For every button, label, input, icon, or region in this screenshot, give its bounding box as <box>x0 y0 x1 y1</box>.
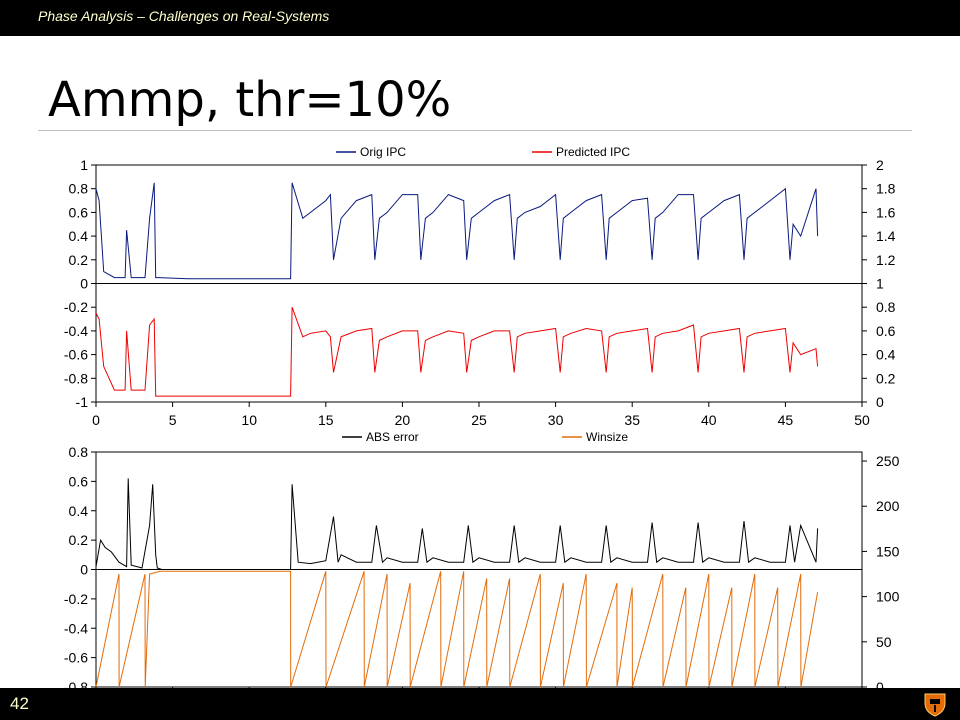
y-right-tick-label: 0 <box>876 394 884 410</box>
y-left-tick-label: 0.4 <box>69 503 89 519</box>
x-tick-label: 5 <box>169 412 177 428</box>
y-right-tick-label: 150 <box>876 543 900 559</box>
x-tick-label: 20 <box>395 412 411 428</box>
x-tick-label: 25 <box>471 412 487 428</box>
x-tick-label: 35 <box>624 412 640 428</box>
y-right-tick-label: 100 <box>876 589 900 605</box>
y-left-tick-label: 0.2 <box>69 532 89 548</box>
y-left-tick-label: 0.8 <box>69 444 89 460</box>
y-left-tick-label: -0.8 <box>64 370 88 386</box>
y-left-tick-label: 0.6 <box>69 204 89 220</box>
princeton-shield-icon <box>924 693 946 717</box>
y-right-tick-label: 0.6 <box>876 323 896 339</box>
y-left-tick-label: 1 <box>80 157 88 173</box>
title-divider <box>38 130 912 131</box>
y-right-tick-label: 200 <box>876 498 900 514</box>
y-right-tick-label: 1.4 <box>876 228 896 244</box>
header-title: Phase Analysis – Challenges on Real-Syst… <box>38 8 330 24</box>
slide-title: Ammp, thr=10% <box>48 72 452 128</box>
y-left-tick-label: 0.8 <box>69 181 89 197</box>
x-tick-label: 0 <box>92 412 100 428</box>
y-right-tick-label: 1.8 <box>876 181 896 197</box>
y-right-tick-label: 50 <box>876 634 892 650</box>
header-bar: Phase Analysis – Challenges on Real-Syst… <box>0 0 960 36</box>
y-right-tick-label: 1 <box>876 276 884 292</box>
legend-label: ABS error <box>366 430 419 444</box>
y-left-tick-label: -0.2 <box>64 591 88 607</box>
chart-error-winsize: 051015202530354045500.80.60.40.20-0.2-0.… <box>64 430 900 716</box>
y-right-tick-label: 250 <box>876 453 900 469</box>
x-tick-label: 40 <box>701 412 717 428</box>
y-right-tick-label: 0.4 <box>876 347 896 363</box>
x-tick-label: 50 <box>854 412 870 428</box>
y-right-tick-label: 2 <box>876 157 884 173</box>
page-number: 42 <box>10 694 29 713</box>
legend-label: Orig IPC <box>360 145 406 159</box>
y-right-tick-label: 0.2 <box>876 370 896 386</box>
chart-ipc: 0 5 10 15 20 25 30 35 40 45 5010.80.60.40.20-0.2-0… <box>64 145 896 428</box>
footer-bar <box>0 688 960 720</box>
y-left-tick-label: -0.2 <box>64 299 88 315</box>
x-tick-label: 15 <box>318 412 334 428</box>
y-left-tick-label: 0.6 <box>69 473 89 489</box>
y-left-tick-label: -0.4 <box>64 620 88 636</box>
y-left-tick-label: -0.6 <box>64 650 88 666</box>
y-left-tick-label: 0 <box>80 562 88 578</box>
series-line-predicted-ipc <box>95 307 819 397</box>
y-left-tick-label: -1 <box>76 394 89 410</box>
y-right-tick-label: 1.6 <box>876 204 896 220</box>
y-right-tick-label: 0.8 <box>876 299 896 315</box>
y-left-tick-label: -0.4 <box>64 323 88 339</box>
y-right-tick-label: 0 <box>876 679 884 695</box>
y-right-tick-label: 1.2 <box>876 252 896 268</box>
series-line-abs-error <box>95 478 819 570</box>
y-left-tick-label: 0.2 <box>69 252 89 268</box>
series-line-orig-ipc <box>95 182 819 280</box>
series-line-winsize <box>95 570 819 688</box>
x-tick-label: 30 <box>548 412 564 428</box>
legend-label: Winsize <box>586 430 628 444</box>
y-left-tick-label: -0.6 <box>64 347 88 363</box>
y-left-tick-label: 0.4 <box>69 228 89 244</box>
x-tick-label: 45 <box>778 412 794 428</box>
x-tick-label: 10 <box>241 412 257 428</box>
y-left-tick-label: 0 <box>80 276 88 292</box>
legend-label: Predicted IPC <box>556 145 630 159</box>
